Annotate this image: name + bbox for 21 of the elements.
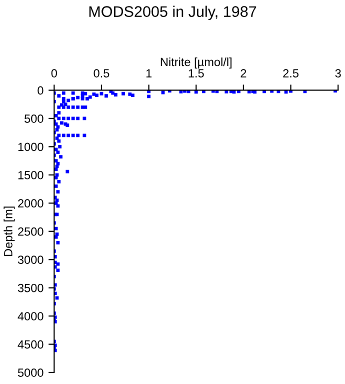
x-tick-label: 2.5	[283, 69, 298, 78]
y-tick-label: 4500	[18, 340, 44, 349]
x-tick-label: 0.5	[94, 69, 110, 78]
x-axis-title: Nitrite [µmol/l]	[160, 57, 232, 68]
chart-title: MODS2005 in July, 1987	[89, 6, 256, 20]
x-tick-label: 2	[240, 69, 246, 78]
x-tick-label: 0	[51, 69, 57, 78]
y-tick-label: 3000	[18, 256, 44, 264]
y-tick-label: 1000	[18, 142, 44, 152]
y-tick-label: 0	[38, 86, 44, 95]
y-tick-label: 5000	[18, 368, 44, 377]
x-tick-label: 1	[146, 69, 152, 78]
y-tick-label: 2500	[18, 227, 44, 236]
x-tick-label: 3	[335, 69, 341, 78]
y-tick-label: 1500	[18, 170, 44, 180]
y-tick-label: 500	[24, 114, 44, 123]
x-tick-label: 1.5	[188, 69, 204, 78]
y-axis-title: Depth [m]	[4, 206, 15, 256]
y-tick-label: 3500	[18, 284, 44, 292]
y-tick-label: 2000	[18, 199, 44, 208]
y-tick-label: 4000	[18, 312, 44, 320]
